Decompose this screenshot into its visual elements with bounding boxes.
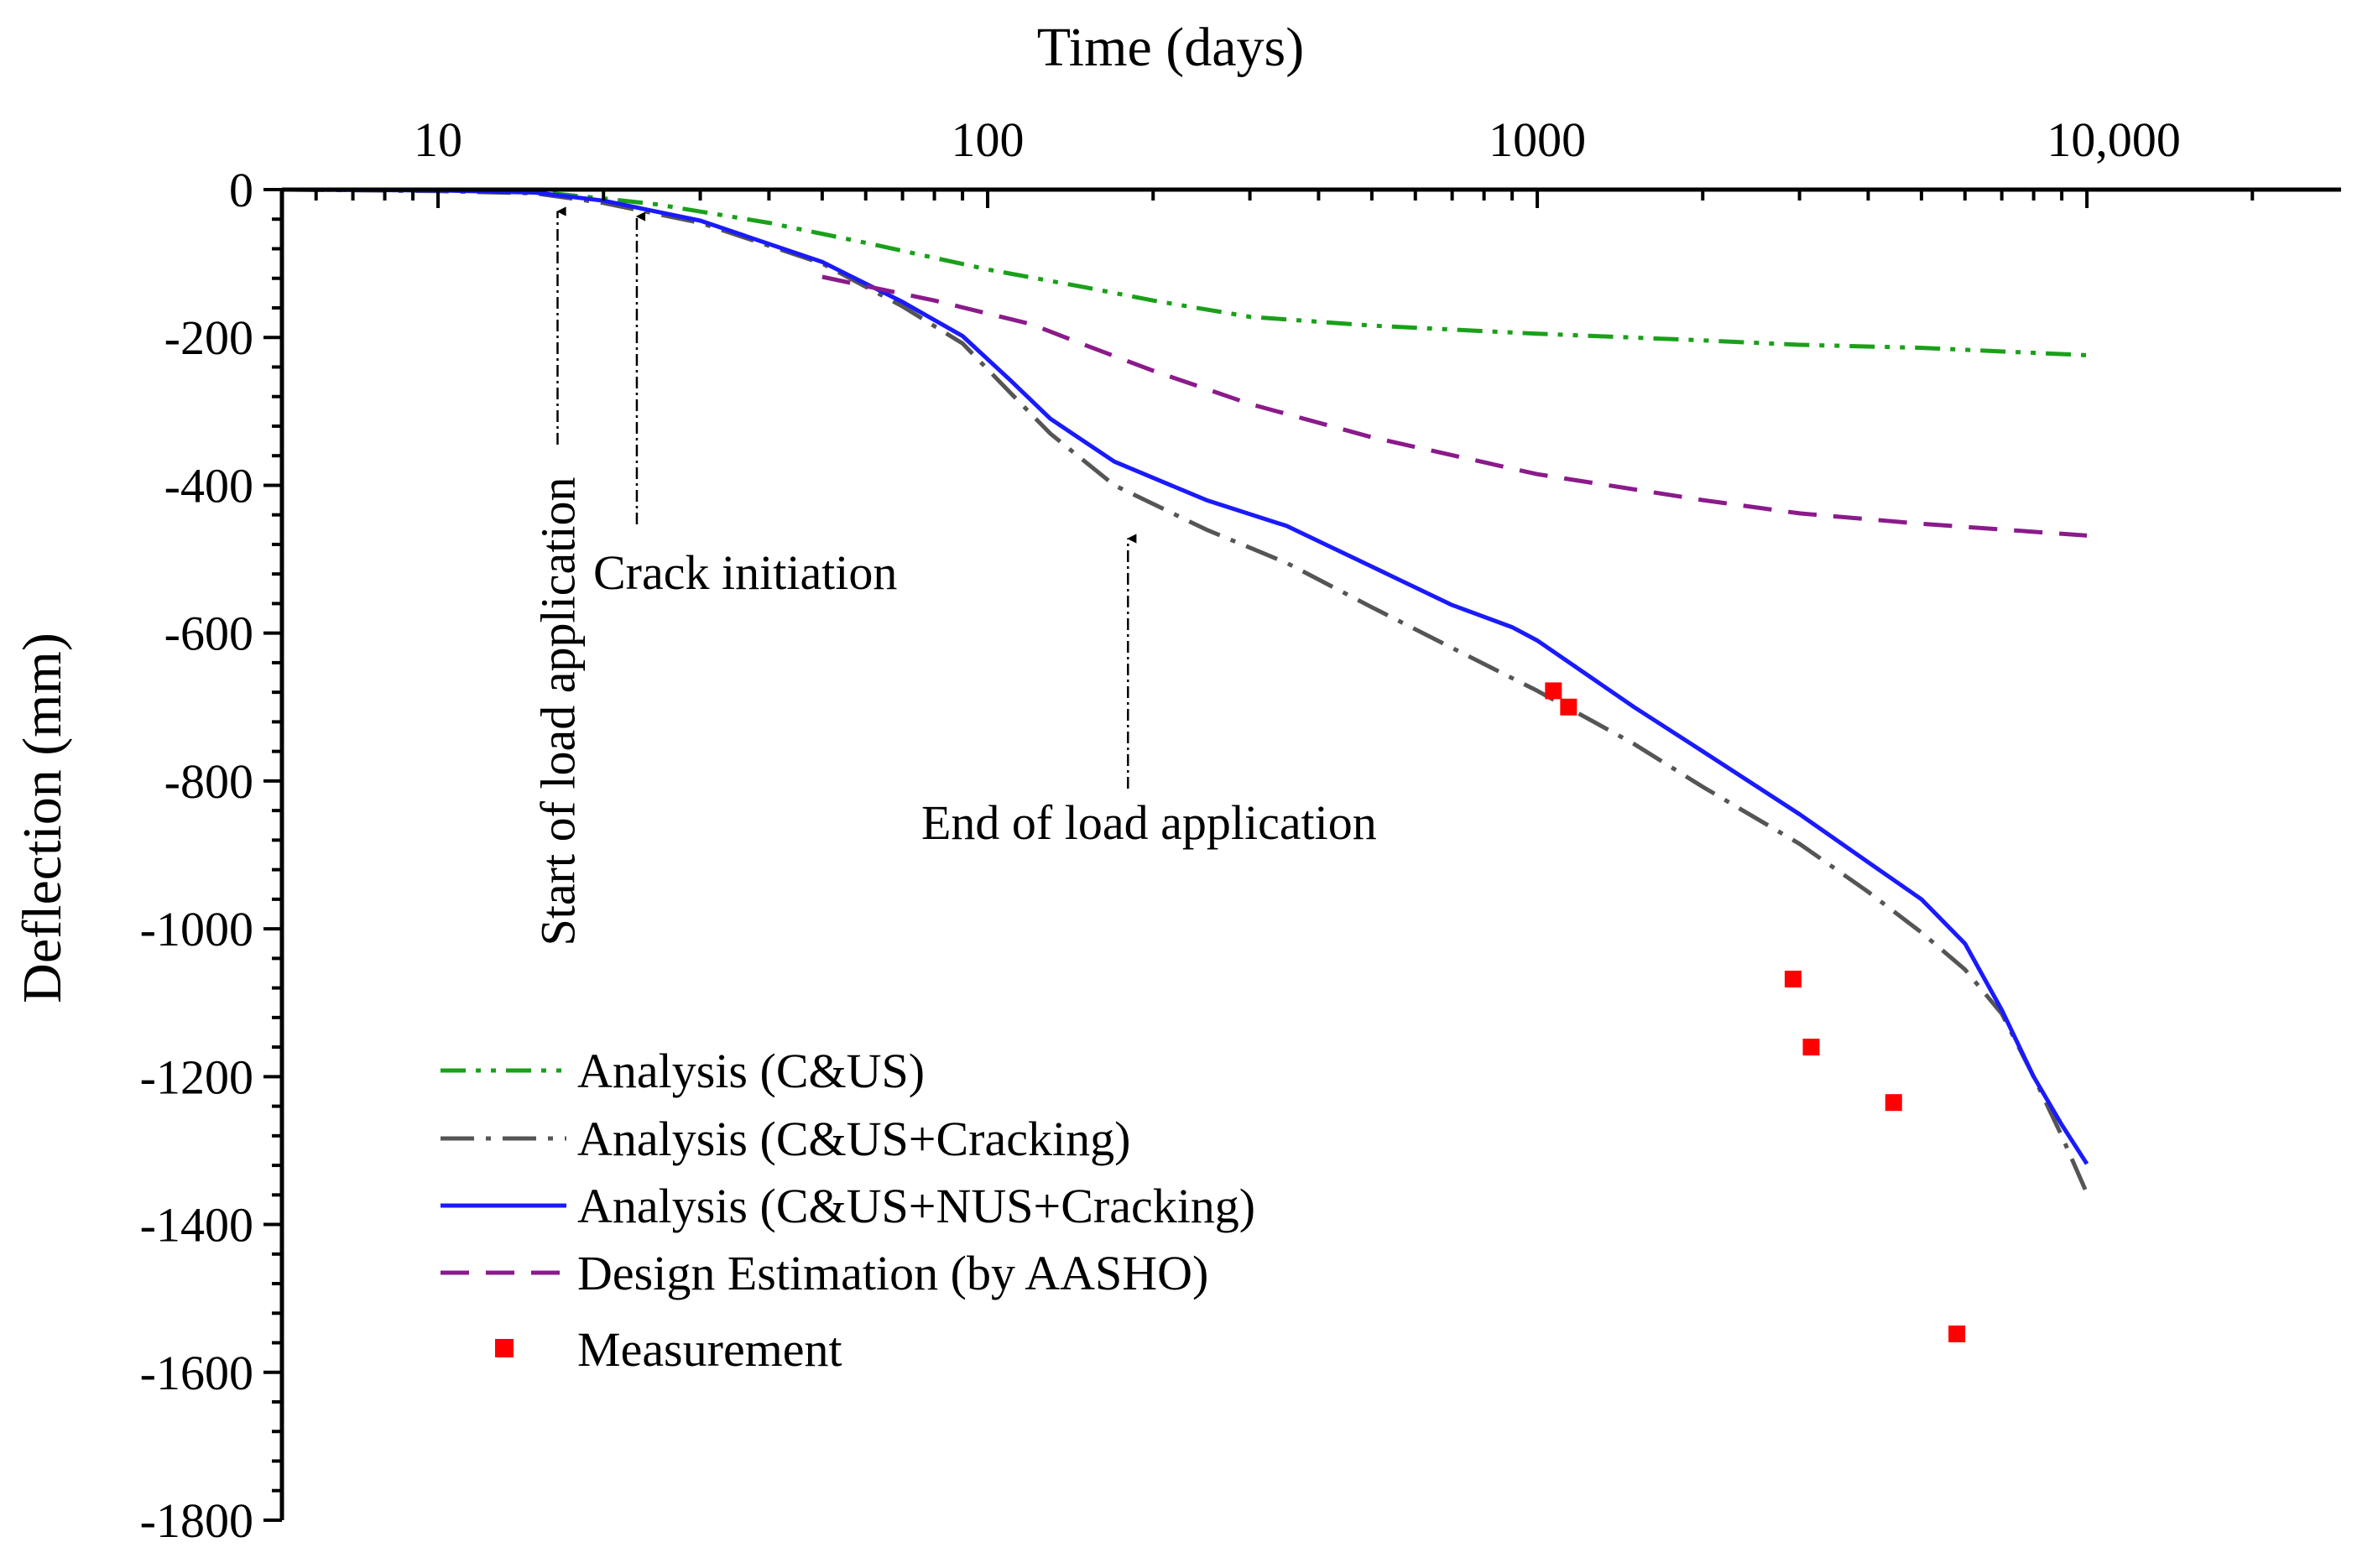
- y-tick-label: -1200: [140, 1050, 253, 1104]
- legend-label: Analysis (C&US+Cracking): [577, 1112, 1130, 1166]
- x-tick-label: 10: [414, 112, 462, 167]
- measurement-point: [1784, 971, 1802, 988]
- y-tick-label: -1000: [140, 902, 253, 956]
- series-4: [1545, 682, 1966, 1342]
- series-layer: [290, 187, 2089, 1342]
- y-tick-label: -1800: [140, 1493, 253, 1548]
- x-tick-label: 10,000: [2047, 112, 2181, 167]
- y-tick-label: -200: [164, 310, 253, 365]
- measurement-point: [1560, 698, 1577, 716]
- x-tick-label: 100: [952, 112, 1025, 167]
- x-tick-label: 1000: [1489, 112, 1586, 167]
- legend-swatch-marker: [495, 1339, 514, 1357]
- measurement-point: [1802, 1039, 1820, 1056]
- y-tick-label: -800: [164, 754, 253, 809]
- y-tick-label: -1400: [140, 1198, 253, 1253]
- series-line: [821, 274, 2088, 538]
- series-line: [290, 187, 2089, 1165]
- legend: Analysis (C&US) Analysis (C&US+Cracking) A…: [441, 1044, 1255, 1377]
- legend-label: Analysis (C&US+NUS+Cracking): [577, 1179, 1255, 1233]
- legend-item: Analysis (C&US+NUS+Cracking): [441, 1179, 1255, 1233]
- axes-layer: 10 100 1000 10,000 0 -200 -400 -600 -800 -1000 -12…: [140, 112, 2341, 1548]
- series-3: [821, 274, 2088, 538]
- y-tick-label: -600: [164, 607, 253, 661]
- start-load-label: Start of load application: [530, 477, 585, 946]
- y-tick-label: -400: [164, 458, 253, 513]
- legend-item: Measurement: [495, 1322, 842, 1377]
- crack-initiation-label: Crack initiation: [593, 545, 897, 600]
- measurement-point: [1885, 1094, 1902, 1112]
- legend-item: Analysis (C&US): [441, 1044, 925, 1098]
- y-tick-label: -1600: [140, 1346, 253, 1400]
- legend-label: Design Estimation (by AASHO): [577, 1246, 1208, 1300]
- y-axis-title: Deflection (mm): [12, 633, 73, 1003]
- measurement-point: [1545, 682, 1562, 700]
- measurement-point: [1948, 1325, 1966, 1342]
- series-line: [290, 187, 2088, 357]
- series-line: [290, 187, 2089, 1195]
- series-1: [290, 187, 2089, 1195]
- legend-item: Analysis (C&US+Cracking): [441, 1112, 1130, 1166]
- legend-label: Analysis (C&US): [577, 1044, 925, 1098]
- legend-item: Design Estimation (by AASHO): [441, 1246, 1208, 1300]
- x-axis-title: Time (days): [1037, 17, 1304, 78]
- legend-label: Measurement: [577, 1322, 842, 1377]
- series-2: [290, 187, 2089, 1165]
- y-tick-label: 0: [229, 163, 253, 217]
- series-0: [290, 187, 2088, 357]
- annotation-layer: Start of load application Crack initiatio…: [530, 206, 1377, 946]
- end-load-label: End of load application: [921, 795, 1377, 850]
